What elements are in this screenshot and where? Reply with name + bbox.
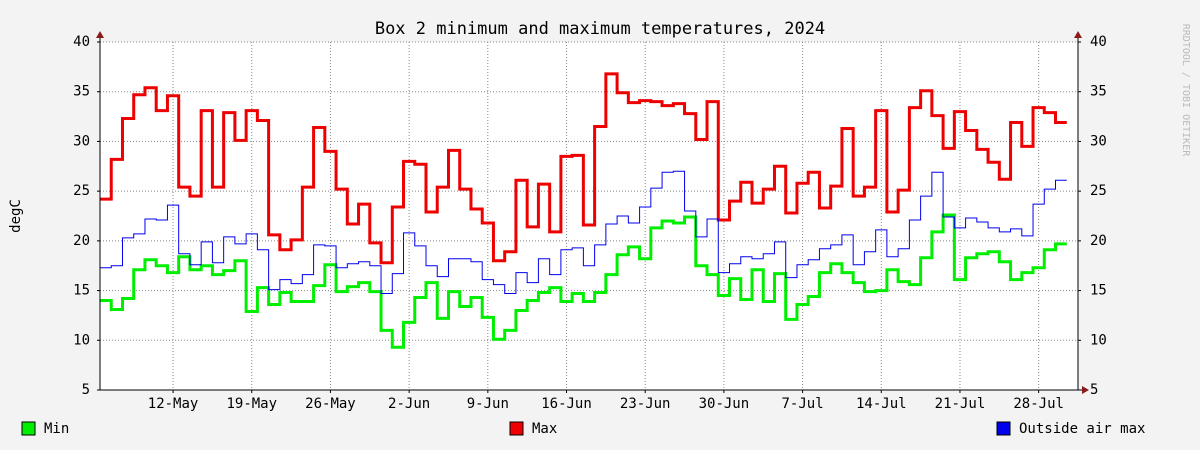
x-tick-label: 16-Jun [541, 396, 592, 412]
y-tick-label: 20 [73, 233, 90, 249]
x-tick-label: 9-Jun [467, 396, 509, 412]
y-tick-label: 35 [73, 84, 90, 100]
y-axis-arrow [96, 31, 104, 38]
legend-label: Max [532, 421, 557, 437]
y-tick-label: 25 [73, 183, 90, 199]
x-tick-label: 26-May [305, 396, 356, 412]
x-tick-label: 7-Jul [782, 396, 824, 412]
watermark: RRDTOOL / TOBI OETIKER [1180, 24, 1191, 157]
y-tick-label: 15 [73, 283, 90, 299]
grid: 5 5 10 10 15 15 20 20 25 25 30 30 35 35 40 40 12-May 19-M… [73, 34, 1107, 412]
series-line [100, 213, 1067, 349]
legend-swatch [509, 421, 524, 436]
axes [96, 31, 1089, 394]
y2-tick-label: 5 [1090, 382, 1098, 398]
legend-label: Min [44, 421, 69, 437]
chart-title: Box 2 minimum and maximum temperatures, … [375, 19, 825, 39]
y2-tick-label: 15 [1090, 283, 1107, 299]
y2-tick-label: 20 [1090, 233, 1107, 249]
x-tick-label: 12-May [148, 396, 199, 412]
y2-tick-label: 10 [1090, 332, 1107, 348]
legend-swatch [996, 421, 1011, 436]
x-tick-label: 14-Jul [856, 396, 907, 412]
x-tick-label: 23-Jun [620, 396, 671, 412]
y-tick-label: 30 [73, 133, 90, 149]
series-line [100, 72, 1067, 265]
y-tick-label: 40 [73, 34, 90, 50]
y-axis-label: degC [8, 199, 24, 233]
lines [100, 72, 1067, 349]
y2-axis-arrow [1074, 31, 1082, 38]
x-axis-arrow [1082, 386, 1089, 394]
x-tick-label: 2-Jun [388, 396, 430, 412]
y2-tick-label: 40 [1090, 34, 1107, 50]
x-tick-label: 21-Jul [935, 396, 986, 412]
y-tick-label: 5 [82, 382, 90, 398]
y2-tick-label: 30 [1090, 133, 1107, 149]
series-line [100, 170, 1067, 295]
x-tick-label: 30-Jun [699, 396, 750, 412]
legend: Min Max Outside air max [21, 421, 1145, 437]
legend-label: Outside air max [1019, 421, 1145, 437]
y-tick-label: 10 [73, 332, 90, 348]
y2-tick-label: 35 [1090, 84, 1107, 100]
x-tick-label: 19-May [226, 396, 277, 412]
legend-swatch [21, 421, 36, 436]
y2-tick-label: 25 [1090, 183, 1107, 199]
x-tick-label: 28-Jul [1013, 396, 1064, 412]
plot-area [100, 42, 1078, 390]
